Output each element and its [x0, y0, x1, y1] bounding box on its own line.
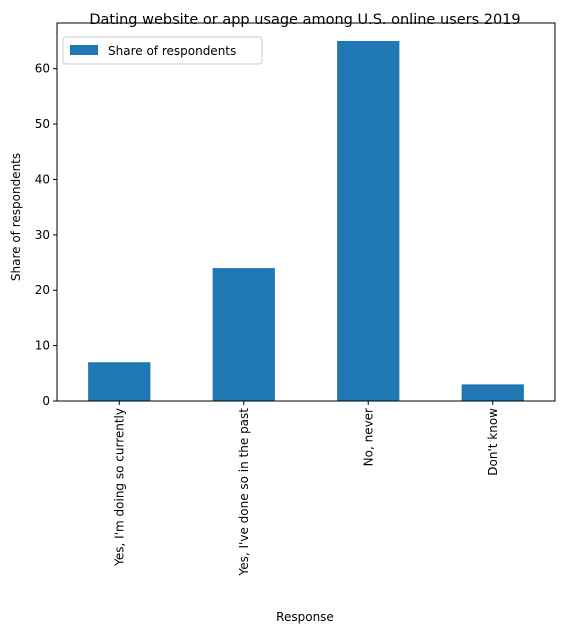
bars-layer [88, 41, 524, 401]
y-axis: 0 10 20 30 40 50 60 [35, 62, 57, 408]
legend: Share of respondents [62, 36, 263, 65]
y-tick-label: 20 [35, 283, 50, 297]
y-tick-label: 40 [35, 172, 50, 186]
x-axis: Yes, I'm doing so currently Yes, I've don… [112, 401, 500, 577]
legend-box [62, 36, 263, 65]
legend-swatch [70, 45, 98, 55]
y-tick-label: 10 [35, 339, 50, 353]
bar [461, 384, 524, 401]
bar [212, 268, 275, 401]
y-tick-label: 30 [35, 228, 50, 242]
y-tick-label: 0 [42, 394, 50, 408]
bar [88, 362, 151, 401]
x-tick-label: Don't know [486, 408, 500, 476]
x-tick-label: No, never [361, 408, 375, 466]
y-tick-label: 50 [35, 117, 50, 131]
plot-frame [56, 22, 556, 402]
y-axis-label: Share of respondents [9, 153, 23, 281]
x-tick-label: Yes, I'm doing so currently [112, 408, 126, 567]
x-axis-label: Response [276, 610, 334, 624]
chart-title: Dating website or app usage among U.S. o… [89, 12, 520, 28]
bar [337, 41, 400, 401]
y-tick-label: 60 [35, 62, 50, 76]
x-tick-label: Yes, I've done so in the past [237, 408, 251, 577]
legend-label: Share of respondents [108, 44, 236, 58]
